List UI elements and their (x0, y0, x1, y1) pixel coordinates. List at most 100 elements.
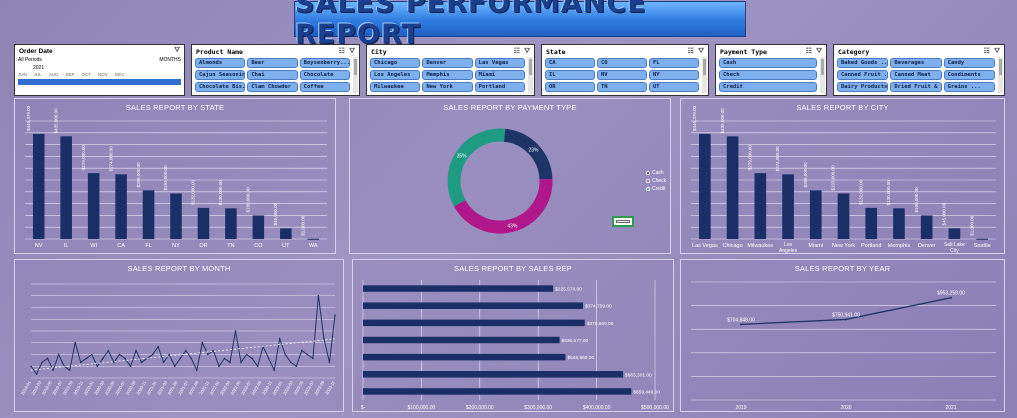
payment_type-chip-0[interactable]: Cash (719, 58, 817, 68)
month-point (41, 361, 43, 364)
state-chip-1[interactable]: CO (597, 58, 647, 68)
year-chart-panel: SALES REPORT BY YEAR $704,848.00 2019 $750… (680, 259, 1005, 412)
multi-select-icon[interactable]: ☷ ⛛ (805, 47, 822, 55)
payment-type-slicer[interactable]: Payment Type ☷ ⛛ Cash Check Credit (715, 44, 827, 96)
bar (809, 190, 822, 239)
city-chip-3[interactable]: Los Angeles (370, 70, 421, 80)
multi-select-icon[interactable]: ☷ ⛛ (983, 47, 1000, 55)
category-chip-8[interactable]: Grains ... (943, 82, 995, 92)
product_name-chip-2[interactable]: Boysenberry... (299, 58, 350, 68)
timeline-month-6[interactable]: DEC (114, 72, 125, 77)
product_name-scrollbar[interactable] (353, 57, 358, 93)
payment_type-scrollbar[interactable] (820, 57, 825, 93)
month-point (30, 365, 32, 368)
product_name-chip-0[interactable]: Almonds (195, 58, 246, 68)
legend-item: Check (646, 178, 666, 184)
product_name-chip-7[interactable]: Clam Chowder (247, 82, 298, 92)
city-chip-0[interactable]: Chicago (370, 58, 421, 68)
rep-chart-title: SALES REPORT BY SALES REP (454, 264, 572, 273)
state-chip-8[interactable]: UT (649, 82, 699, 92)
legend-item: Credit (646, 186, 666, 192)
city-chip-6[interactable]: Milwaukee (370, 82, 421, 92)
state-chip-3[interactable]: IL (545, 70, 595, 80)
category-label: New York (832, 243, 855, 249)
donut-slice (454, 178, 553, 234)
year-point (740, 323, 742, 326)
product_name-chip-3[interactable]: Cajun Seasoning (195, 70, 246, 80)
state-chip-5[interactable]: NY (649, 70, 699, 80)
category-chip-5[interactable]: Condiments (943, 70, 995, 80)
data-label: $130,000.00 (218, 180, 223, 206)
product_name-chip-8[interactable]: Coffee (299, 82, 350, 92)
clear-filter-icon[interactable]: ⛛ (174, 47, 180, 54)
state-scrollbar[interactable] (702, 57, 707, 93)
timeline-month-2[interactable]: AUG (48, 72, 59, 77)
multi-select-icon[interactable]: ☷ ⛛ (338, 47, 355, 55)
month-point (317, 294, 320, 297)
bar (280, 228, 292, 239)
category-chip-7[interactable]: Dried Fruit & ... (890, 82, 942, 92)
month-point (135, 349, 137, 352)
state-chip-2[interactable]: FL (649, 58, 699, 68)
month-point (151, 353, 154, 356)
multi-select-icon[interactable]: ☷ ⛛ (687, 47, 704, 55)
category-chip-2[interactable]: Candy (943, 58, 995, 68)
city-chip-4[interactable]: Memphis (422, 70, 473, 80)
category-chip-6[interactable]: Dairy Products (837, 82, 889, 92)
timeline-month-1[interactable]: JUL (33, 72, 42, 77)
state-chip-4[interactable]: NV (597, 70, 647, 80)
timeline-selection-bar[interactable] (18, 79, 181, 85)
state-chip-6[interactable]: OR (545, 82, 595, 92)
city-scrollbar[interactable] (528, 57, 533, 93)
category-chip-4[interactable]: Canned Meat (890, 70, 942, 80)
city-chip-1[interactable]: Denver (422, 58, 473, 68)
category-scrollbar[interactable] (998, 57, 1003, 93)
city-chip-2[interactable]: Las Vegas (474, 58, 525, 68)
product_name-slicer-title: Product Name (196, 47, 243, 56)
data-label: $435,000.00 (720, 108, 725, 134)
state-chip-0[interactable]: CA (545, 58, 595, 68)
data-label: $130,000.00 (886, 180, 891, 206)
bar (170, 193, 182, 239)
category-chip-1[interactable]: Beverages (890, 58, 942, 68)
order-date-slicer[interactable]: Order Date ⛛ All Periods MONTHS 2021 JUN… (14, 44, 185, 96)
selected-shape[interactable] (612, 216, 634, 227)
timeline-month-0[interactable]: JUN (18, 72, 27, 77)
month-point (68, 369, 71, 371)
payment_type-chip-1[interactable]: Check (719, 70, 817, 80)
city-chart-title: SALES REPORT BY CITY (796, 103, 889, 112)
state-slicer[interactable]: State ☷ ⛛ CA CO FL IL NV NY OR TN UT (541, 44, 709, 96)
city-chip-7[interactable]: New York (422, 82, 473, 92)
city-chip-8[interactable]: Portland (474, 82, 525, 92)
bar (920, 215, 933, 239)
product_name-chip-5[interactable]: Chocolate (299, 70, 350, 80)
data-label: $279,000.00 (747, 145, 752, 171)
month-line-chart: 2019-012019-032019-052019-072019-092019-… (20, 283, 336, 396)
city-slicer[interactable]: City ☷ ⛛ Chicago Denver Las Vegas Los Angeles… (366, 44, 535, 96)
product_name-chip-1[interactable]: Beer (247, 58, 298, 68)
payment-legend: Cash Check Credit (646, 170, 666, 194)
timeline-month-5[interactable]: NOV (98, 72, 108, 77)
timeline-unit-dropdown[interactable]: MONTHS (159, 57, 181, 63)
month-point (212, 349, 215, 352)
category-slicer[interactable]: Category ☷ ⛛ Baked Goods ... Beverages Candy… (833, 44, 1005, 96)
data-label: $193,000.00 (163, 165, 168, 191)
product-name-slicer[interactable]: Product Name ☷ ⛛ Almonds Beer Boysenberry...… (191, 44, 360, 96)
category-chip-0[interactable]: Baked Goods ... (837, 58, 889, 68)
x-tick-label: $300,000.00 (524, 405, 552, 411)
multi-select-icon[interactable]: ☷ ⛛ (513, 47, 530, 55)
product_name-chip-6[interactable]: Chocolate Bis... (195, 82, 246, 92)
timeline-month-4[interactable]: OCT (81, 72, 92, 77)
product_name-chip-4[interactable]: Chai (247, 70, 298, 80)
city-slicer-header: City ☷ ⛛ (367, 45, 534, 57)
timeline-month-3[interactable]: SEP (65, 72, 75, 77)
x-tick-label: $200,000.00 (466, 405, 494, 411)
city-chip-5[interactable]: Miami (474, 70, 525, 80)
payment_type-chip-2[interactable]: Credit (719, 82, 817, 92)
x-tick-label: $100,000.00 (407, 405, 435, 411)
bar (87, 173, 100, 239)
state-slicer-title: State (546, 47, 566, 56)
state-chip-7[interactable]: TN (597, 82, 647, 92)
category-chip-3[interactable]: Canned Fruit ... (837, 70, 889, 80)
month-point (35, 373, 38, 375)
